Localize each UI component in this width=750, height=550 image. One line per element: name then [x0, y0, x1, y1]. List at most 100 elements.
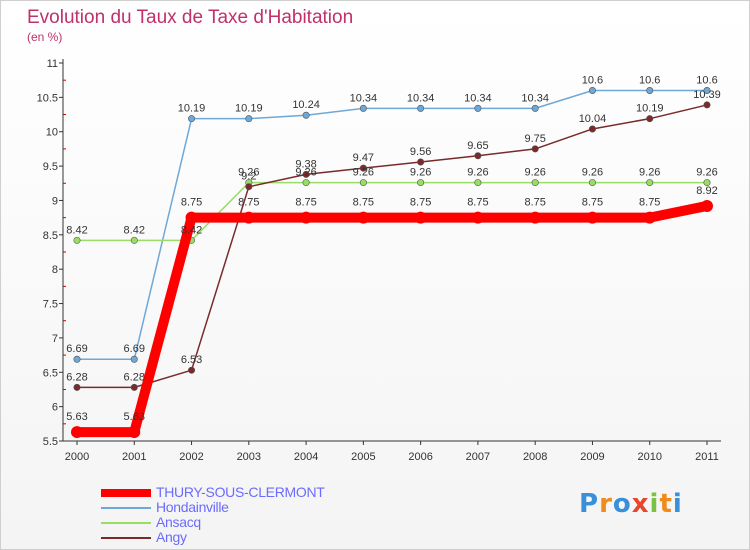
- logo-letter: i: [672, 489, 683, 519]
- legend-label: Ansacq: [156, 514, 201, 530]
- logo-letter: P: [579, 489, 600, 519]
- y-tick-label: 9.5: [43, 161, 58, 173]
- y-tick-label: 10.5: [37, 92, 58, 104]
- data-label: 6.28: [66, 371, 87, 383]
- data-label: 9.26: [295, 167, 316, 179]
- legend-swatch: [101, 522, 151, 524]
- data-point: [130, 355, 138, 363]
- data-point: [357, 211, 370, 224]
- x-tick-label: 2006: [408, 451, 432, 463]
- logo-letter: t: [659, 489, 673, 519]
- data-label: 10.34: [464, 92, 492, 104]
- data-point: [646, 115, 654, 123]
- data-label: 10.19: [235, 103, 263, 115]
- data-label: 9.47: [353, 152, 374, 164]
- legend-swatch: [101, 507, 151, 509]
- data-point: [185, 211, 198, 224]
- data-point: [529, 211, 542, 224]
- logo-letter: x: [631, 489, 650, 519]
- data-label: 8.42: [66, 224, 87, 236]
- series-layer: [71, 86, 713, 439]
- data-point: [703, 86, 711, 94]
- data-label: 9.26: [696, 167, 717, 179]
- data-label: 8.42: [181, 224, 202, 236]
- line-chart: 5.5 6 6.5 7 7.5 8 8.5 9 9.5 10 10.5 11 2000 2001 2002 2…: [37, 58, 721, 463]
- data-point: [646, 179, 654, 187]
- x-tick-label: 2002: [179, 451, 203, 463]
- data-point: [417, 104, 425, 112]
- data-label: 8.75: [181, 197, 202, 209]
- data-label: 10.19: [636, 103, 664, 115]
- data-label: 9.26: [467, 167, 488, 179]
- data-point: [188, 366, 196, 374]
- data-label: 9.26: [524, 167, 545, 179]
- data-point: [188, 115, 196, 123]
- data-label: 8.75: [524, 197, 545, 209]
- data-label: 10.34: [407, 92, 435, 104]
- data-label: 10.04: [579, 113, 607, 125]
- data-label: 10.34: [521, 92, 549, 104]
- data-point: [531, 179, 539, 187]
- data-point: [643, 211, 656, 224]
- data-label: 9.26: [639, 167, 660, 179]
- y-tick-label: 10: [46, 127, 58, 139]
- data-point: [586, 211, 599, 224]
- data-point: [646, 86, 654, 94]
- data-label: 5.63: [66, 411, 87, 423]
- data-label: 10.34: [350, 92, 378, 104]
- data-label: 9.2: [241, 171, 256, 183]
- data-label: 10.6: [696, 74, 717, 86]
- data-point: [588, 86, 596, 94]
- legend-label: Angy: [156, 529, 187, 545]
- data-label: 10.39: [693, 89, 721, 101]
- y-tick-label: 7: [52, 333, 58, 345]
- data-label: 10.6: [582, 74, 603, 86]
- data-point: [474, 104, 482, 112]
- data-point: [302, 111, 310, 119]
- data-point: [414, 211, 427, 224]
- data-point: [71, 426, 83, 439]
- data-point: [359, 179, 367, 187]
- data-point: [531, 145, 539, 153]
- legend-swatch: [101, 537, 151, 539]
- x-tick-label: 2000: [65, 451, 89, 463]
- data-point: [474, 179, 482, 187]
- data-point: [703, 101, 711, 109]
- chart-title: Evolution du Taux de Taxe d'Habitation: [27, 7, 354, 28]
- axes: 5.5 6 6.5 7 7.5 8 8.5 9 9.5 10 10.5 11 2000 2001 2002 2…: [37, 58, 721, 463]
- data-point: [302, 170, 310, 178]
- legend-swatch: [101, 489, 151, 497]
- data-label: 10.19: [178, 103, 206, 115]
- data-point: [359, 164, 367, 172]
- data-label: 8.75: [238, 197, 259, 209]
- data-label: 6.53: [181, 354, 202, 366]
- x-tick-label: 2011: [695, 451, 719, 463]
- data-point: [359, 104, 367, 112]
- data-labels-layer: 6.69 6.69 10.19 10.19 10.24 10.34 10.34 10.34 10…: [66, 74, 720, 423]
- data-point: [130, 383, 138, 391]
- data-label: 6.28: [124, 371, 145, 383]
- data-label: 6.69: [66, 343, 87, 355]
- x-tick-label: 2003: [237, 451, 261, 463]
- legend-label: THURY-SOUS-CLERMONT: [156, 484, 325, 500]
- data-point: [245, 183, 253, 191]
- data-point: [130, 236, 138, 244]
- y-tick-label: 6: [52, 402, 58, 414]
- data-point: [128, 426, 141, 439]
- logo-letter: o: [612, 489, 632, 519]
- data-label: 8.92: [696, 185, 717, 197]
- data-point: [73, 383, 81, 391]
- data-point: [588, 179, 596, 187]
- data-point: [300, 211, 313, 224]
- y-tick-label: 6.5: [43, 367, 58, 379]
- data-point: [531, 104, 539, 112]
- series-line: [76, 181, 708, 242]
- data-label: 8.75: [582, 197, 603, 209]
- data-label: 9.65: [467, 140, 488, 152]
- y-tick-label: 8.5: [43, 230, 58, 242]
- data-label: 8.75: [353, 197, 374, 209]
- y-tick-label: 9: [52, 195, 58, 207]
- y-tick-label: 8: [52, 264, 58, 276]
- data-label: 10.6: [639, 74, 660, 86]
